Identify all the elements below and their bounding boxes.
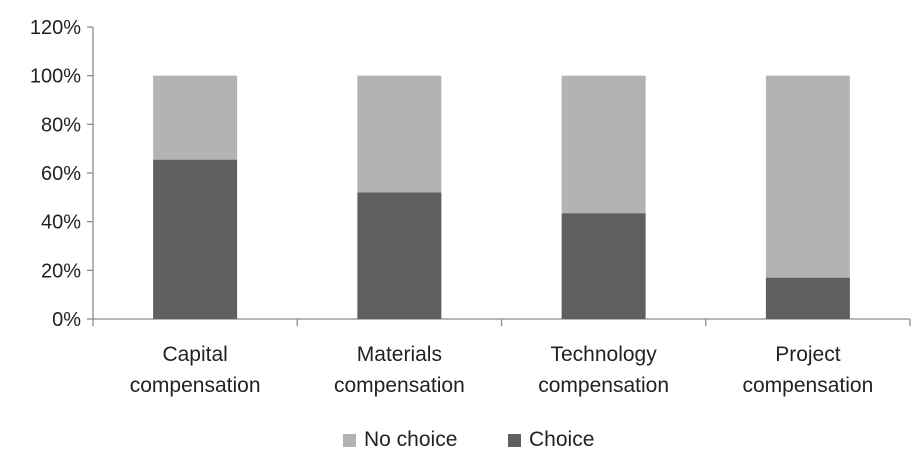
- legend: No choice Choice: [343, 428, 594, 451]
- x-category-label-line: compensation: [334, 374, 465, 397]
- bar-segment-no-choice: [357, 75, 442, 193]
- legend-swatch-choice: [508, 434, 521, 447]
- bar-segment-no-choice: [765, 75, 850, 278]
- x-category-label: Technology compensation: [538, 343, 669, 397]
- x-category-label: Materials compensation: [334, 343, 465, 397]
- x-category-label-line: Technology: [551, 343, 658, 366]
- x-axis: [92, 318, 911, 326]
- y-tick-label: 40%: [41, 212, 81, 234]
- legend-label-no-choice: No choice: [364, 428, 457, 451]
- x-category-label: Project compensation: [743, 343, 874, 397]
- x-category-label-line: compensation: [130, 374, 261, 397]
- y-tick-label: 100%: [30, 66, 81, 88]
- y-tick-label: 120%: [30, 17, 81, 39]
- x-category-label-line: Materials: [357, 343, 442, 366]
- bars: [153, 75, 850, 319]
- bar-segment-choice: [765, 277, 850, 319]
- y-tick-label: 0%: [52, 309, 81, 331]
- bar-segment-choice: [357, 192, 442, 319]
- bar-segment-choice: [153, 159, 238, 319]
- x-category-label-line: compensation: [743, 374, 874, 397]
- x-category-label: Capital compensation: [130, 343, 261, 397]
- legend-label-choice: Choice: [529, 428, 594, 451]
- x-category-label-line: Capital: [162, 343, 227, 366]
- y-axis: 0% 20% 40% 60% 80% 100% 120%: [30, 17, 94, 331]
- bar-segment-choice: [561, 213, 646, 319]
- x-category-label-line: Project: [775, 343, 841, 366]
- bar-segment-no-choice: [153, 75, 238, 160]
- legend-swatch-no-choice: [343, 434, 356, 447]
- bar-segment-no-choice: [561, 75, 646, 214]
- y-tick-label: 80%: [41, 114, 81, 136]
- x-category-label-line: compensation: [538, 374, 669, 397]
- category-labels: Capital compensation Materials compensation…: [130, 343, 874, 397]
- y-tick-label: 20%: [41, 260, 81, 282]
- y-tick-label: 60%: [41, 163, 81, 185]
